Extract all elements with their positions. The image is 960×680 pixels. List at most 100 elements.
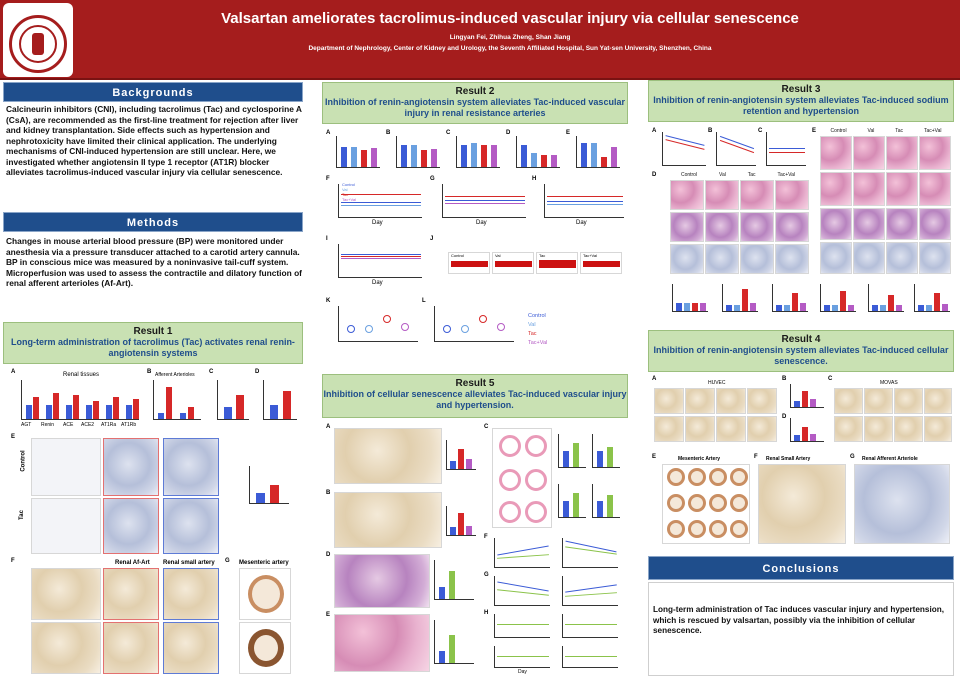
gene-at1rb: AT1Rb	[121, 422, 137, 428]
result5-heading: Result 5 Inhibition of cellular senescen…	[322, 374, 628, 418]
r4-label-e: E	[652, 454, 657, 460]
row-control-label: Control	[20, 450, 27, 472]
kidney-section-control	[31, 438, 101, 496]
result1-subtitle: Long-term administration of tacrolimus (…	[11, 337, 295, 358]
trace-tac: Tac	[536, 252, 578, 274]
panel-label-c: C	[209, 369, 214, 375]
r5-h-xlabel: Day	[518, 669, 527, 675]
r3-e-groups: Control Val Tac Tac+Val	[830, 128, 942, 134]
r2-label-e: E	[566, 130, 571, 136]
renal-tissues-label: Renal tissues	[63, 372, 100, 378]
r5-c-vessels	[492, 428, 552, 528]
trace-tac-val: Tac+Val	[580, 252, 622, 274]
result2-subtitle: Inhibition of renin-angiotensin system a…	[325, 97, 625, 118]
r3-label-b: B	[708, 128, 713, 134]
r4-af-art-label: Renal Afferent Arteriole	[862, 456, 918, 462]
r2-label-l: L	[422, 298, 426, 304]
afferent-arterioles-label: Afferent Arterioles	[155, 372, 195, 378]
r4-label-b: B	[782, 376, 787, 382]
result4-subtitle: Inhibition of renin-angiotensin system a…	[653, 345, 949, 366]
panel-label-g: G	[225, 558, 230, 564]
gene-agt: AGT	[21, 422, 32, 428]
r5-label-a: A	[326, 424, 331, 430]
result3-figure: A B C D Control Val Tac Tac+Val E Control Va…	[648, 124, 954, 324]
r3-label-c: C	[758, 128, 763, 134]
methods-heading: Methods	[3, 212, 303, 232]
zoom-tac-red	[103, 498, 159, 554]
r4-label-a: A	[652, 376, 657, 382]
mesenteric-control	[239, 568, 291, 620]
r5-label-d: D	[326, 552, 331, 558]
r3-label-d: D	[652, 172, 657, 178]
r4-small-artery-label: Renal Small Artery	[766, 456, 811, 462]
kidney-ihc-control	[31, 568, 101, 620]
result5-figure: A B D E C F G H	[322, 420, 628, 676]
result2-heading: Result 2 Inhibition of renin-angiotensin…	[322, 82, 628, 124]
small-artery-tac	[163, 622, 219, 674]
r2-g-xlabel: Day	[476, 220, 487, 226]
af-art-tac	[103, 622, 159, 674]
r4-mesenteric-label: Mesenteric Artery	[678, 456, 721, 462]
r3-d-groups: Control Val Tac Tac+Val	[680, 172, 795, 178]
result4-figure: A HUVEC B D C MOVAS E Mesenteric Artery …	[648, 374, 954, 546]
result2-number: Result 2	[455, 86, 495, 97]
result3-subtitle: Inhibition of renin-angiotensin system a…	[653, 95, 949, 116]
r4-label-d: D	[782, 414, 787, 420]
zoom-control-blue	[163, 438, 219, 496]
r2-h-xlabel: Day	[576, 220, 587, 226]
trace-val: Val	[492, 252, 534, 274]
zoom-tac-blue	[163, 498, 219, 554]
result3-number: Result 3	[781, 84, 821, 95]
panel-label-f: F	[11, 558, 15, 564]
backgrounds-heading: Backgrounds	[3, 82, 303, 102]
renal-af-art-label: Renal Af-Art	[115, 560, 150, 566]
conclusions-box: Long-term administration of Tac induces …	[648, 582, 954, 676]
r5-b-images	[334, 492, 442, 548]
r2-label-b: B	[386, 130, 391, 136]
r1-gene-ticks: AGT Renin ACE ACE2 AT1Ra AT1Rb	[21, 422, 141, 430]
small-artery-control	[163, 568, 219, 620]
r5-label-h: H	[484, 610, 489, 616]
panel-label-a: A	[11, 369, 16, 375]
r2-label-g: G	[430, 176, 435, 182]
renal-small-artery-label: Renal small artery	[163, 560, 215, 566]
result1-number: Result 1	[133, 326, 173, 337]
result4-number: Result 4	[781, 334, 821, 345]
r4-movas-label: MOVAS	[880, 380, 898, 386]
panel-label-b: B	[147, 369, 152, 375]
gene-renin: Renin	[41, 422, 55, 428]
mesenteric-artery-label: Mesenteric artery	[239, 560, 289, 566]
result5-number: Result 5	[455, 378, 495, 389]
gene-at1ra: AT1Ra	[101, 422, 117, 428]
r2-f-xlabel: Day	[372, 220, 383, 226]
r2-label-f: F	[326, 176, 330, 182]
r4-label-f: F	[754, 454, 758, 460]
gene-ace: ACE	[63, 422, 74, 428]
backgrounds-text: Calcineurin inhibitors (CNI), including …	[6, 104, 302, 177]
r5-label-f: F	[484, 534, 488, 540]
result1-figure: A Renal tissues AGT Renin ACE ACE2 AT1Ra…	[3, 366, 303, 678]
result3-heading: Result 3 Inhibition of renin-angiotensin…	[648, 80, 954, 122]
trace-control: Control	[448, 252, 490, 274]
r4-g-images	[854, 464, 950, 544]
r2-label-i: I	[326, 236, 328, 242]
kidney-ihc-tac	[31, 622, 101, 674]
poster-header: Valsartan ameliorates tacrolimus-induced…	[0, 0, 960, 80]
r1-b-axis	[153, 380, 201, 420]
r2-label-a: A	[326, 130, 331, 136]
r2-label-k: K	[326, 298, 331, 304]
poster-title: Valsartan ameliorates tacrolimus-induced…	[221, 10, 799, 27]
row-tac-label: Tac	[18, 510, 25, 520]
affiliation: Department of Nephrology, Center of Kidn…	[308, 45, 712, 52]
result4-heading: Result 4 Inhibition of renin-angiotensin…	[648, 330, 954, 372]
r3-label-a: A	[652, 128, 657, 134]
r1-c-axis	[217, 380, 249, 420]
result5-subtitle: Inhibition of cellular senescence allevi…	[323, 389, 627, 410]
r2-label-d: D	[506, 130, 511, 136]
r5-d-images	[334, 554, 430, 608]
r5-a-images	[334, 428, 442, 484]
r5-e-images	[334, 614, 430, 672]
r4-label-g: G	[850, 454, 855, 460]
methods-text: Changes in mouse arterial blood pressure…	[6, 236, 302, 288]
r5-label-b: B	[326, 490, 331, 496]
